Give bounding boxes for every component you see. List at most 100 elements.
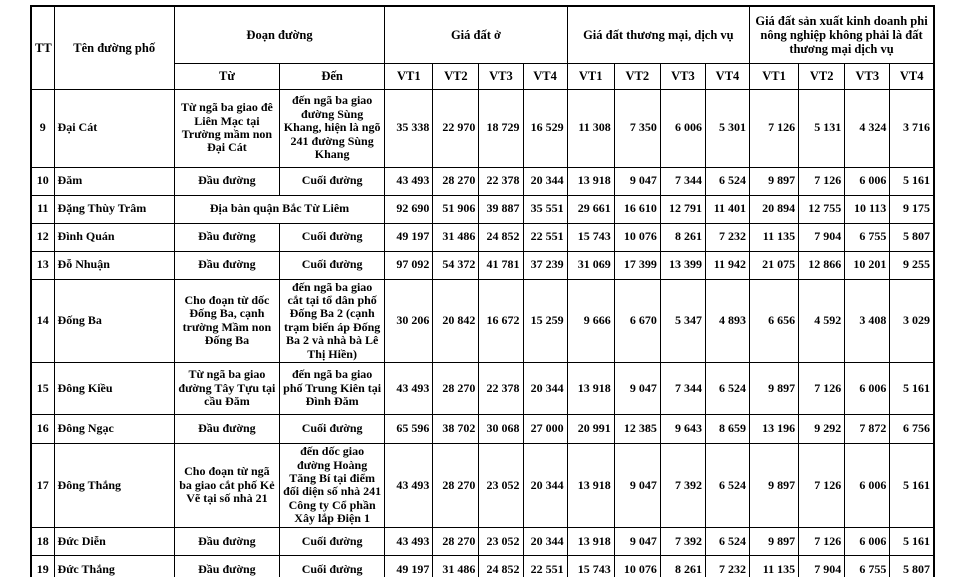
price-cell: 97 092: [384, 250, 434, 280]
price-cell: 22 551: [522, 554, 568, 577]
price-cell: 7 872: [844, 414, 891, 445]
price-cell: 12 755: [798, 194, 846, 224]
price-cell: 31 069: [566, 250, 615, 280]
row-number-cell: 16: [30, 414, 55, 445]
street-name-cell: Đống Ba: [53, 278, 175, 364]
price-cell: 5 161: [889, 443, 935, 528]
price-cell: 28 270: [432, 443, 480, 528]
price-cell: 43 493: [384, 166, 434, 196]
price-cell: 6 524: [704, 443, 751, 528]
col-header-vt4: VT4: [889, 62, 935, 90]
price-cell: 6 006: [844, 443, 891, 528]
price-cell: 11 135: [749, 222, 800, 252]
segment-from-cell: Cho đoạn từ dốc Đống Ba, cạnh trường Mầm…: [173, 278, 281, 364]
price-cell: 6 006: [659, 88, 706, 168]
segment-from-cell: Cho đoạn từ ngã ba giao cắt phố Kẻ Vẽ tạ…: [173, 443, 281, 528]
segment-to-cell: Cuối đường: [279, 222, 386, 252]
table-row: 10 Đăm Đầu đường Cuối đường 43 493 28 270 22 3…: [30, 166, 935, 196]
price-cell: 9 897: [749, 526, 800, 556]
price-cell: 9 643: [659, 414, 706, 445]
price-cell: 5 131: [798, 88, 846, 168]
price-cell: 23 052: [478, 526, 524, 556]
header-sub-row: Từ Đến VT1 VT2 VT3 VT4 VT1 VT2 VT3 VT4 V…: [31, 62, 935, 90]
price-cell: 9 292: [798, 414, 846, 445]
price-cell: 24 852: [478, 222, 524, 252]
price-cell: 38 702: [432, 414, 480, 445]
price-cell: 6 755: [844, 554, 891, 577]
price-cell: 13 918: [566, 443, 615, 528]
price-cell: 20 894: [749, 194, 800, 224]
price-cell: 65 596: [384, 414, 434, 445]
price-cell: 12 385: [613, 414, 661, 445]
price-cell: 5 807: [889, 554, 935, 577]
price-cell: 6 006: [844, 526, 891, 556]
price-cell: 13 196: [749, 414, 800, 445]
price-cell: 21 075: [749, 250, 800, 280]
price-cell: 22 551: [522, 222, 568, 252]
price-cell: 4 592: [798, 278, 846, 364]
price-cell: 3 029: [889, 278, 935, 364]
price-cell: 4 324: [844, 88, 891, 168]
price-cell: 5 161: [889, 526, 935, 556]
segment-to-cell: Cuối đường: [279, 554, 386, 577]
col-header-from: Từ: [173, 62, 281, 90]
price-cell: 39 887: [478, 194, 524, 224]
price-cell: 8 261: [659, 554, 706, 577]
price-cell: 6 524: [704, 362, 751, 416]
price-cell: 6 524: [704, 526, 751, 556]
price-cell: 51 906: [432, 194, 480, 224]
price-cell: 6 656: [749, 278, 800, 364]
table-row: 17 Đông Thắng Cho đoạn từ ngã ba giao cắt …: [30, 443, 935, 528]
price-cell: 28 270: [432, 362, 480, 416]
row-number-cell: 10: [30, 166, 55, 196]
price-cell: 7 126: [798, 526, 846, 556]
row-number-cell: 12: [30, 222, 55, 252]
price-cell: 5 161: [889, 166, 935, 196]
table-body: 9 Đại Cát Từ ngã ba giao đê Liên Mạc tại T…: [30, 88, 935, 577]
price-cell: 11 308: [566, 88, 615, 168]
col-header-commercial-price: Giá đất thương mại, dịch vụ: [566, 5, 751, 64]
col-header-vt4: VT4: [704, 62, 751, 90]
price-cell: 22 970: [432, 88, 480, 168]
price-cell: 43 493: [384, 362, 434, 416]
street-name-cell: Đỗ Nhuận: [53, 250, 175, 280]
price-cell: 92 690: [384, 194, 434, 224]
price-cell: 20 344: [522, 526, 568, 556]
price-cell: 9 255: [889, 250, 935, 280]
land-price-table: TT Tên đường phố Đoạn đường Giá đất ở Gi…: [30, 5, 935, 577]
price-cell: 54 372: [432, 250, 480, 280]
col-header-tt: TT: [30, 5, 55, 90]
price-cell: 18 729: [478, 88, 524, 168]
price-cell: 7 232: [704, 222, 751, 252]
price-cell: 20 991: [566, 414, 615, 445]
price-cell: 16 610: [613, 194, 661, 224]
segment-from-cell: Đầu đường: [173, 414, 281, 445]
col-header-residential-price: Giá đất ở: [384, 5, 568, 64]
price-cell: 35 551: [522, 194, 568, 224]
price-cell: 49 197: [384, 554, 434, 577]
price-cell: 13 918: [566, 166, 615, 196]
price-cell: 9 175: [889, 194, 935, 224]
segment-to-cell: Cuối đường: [279, 414, 386, 445]
price-cell: 9 897: [749, 166, 800, 196]
street-name-cell: Đại Cát: [53, 88, 175, 168]
price-cell: 31 486: [432, 554, 480, 577]
price-cell: 9 047: [613, 362, 661, 416]
price-cell: 9 897: [749, 362, 800, 416]
price-cell: 11 135: [749, 554, 800, 577]
price-cell: 20 344: [522, 362, 568, 416]
segment-from-cell: Đầu đường: [173, 250, 281, 280]
price-cell: 7 904: [798, 554, 846, 577]
price-cell: 11 942: [704, 250, 751, 280]
price-cell: 3 716: [889, 88, 935, 168]
price-cell: 17 399: [613, 250, 661, 280]
table-row: 16 Đông Ngạc Đầu đường Cuối đường 65 596 38 7…: [30, 414, 935, 445]
price-cell: 7 126: [798, 166, 846, 196]
col-header-vt2: VT2: [798, 62, 846, 90]
segment-from-cell: Từ ngã ba giao đường Tây Tựu tại cầu Đăm: [173, 362, 281, 416]
price-cell: 13 918: [566, 526, 615, 556]
price-cell: 15 259: [522, 278, 568, 364]
table-row: 15 Đông Kiều Từ ngã ba giao đường Tây Tựu …: [30, 362, 935, 416]
price-cell: 6 006: [844, 166, 891, 196]
